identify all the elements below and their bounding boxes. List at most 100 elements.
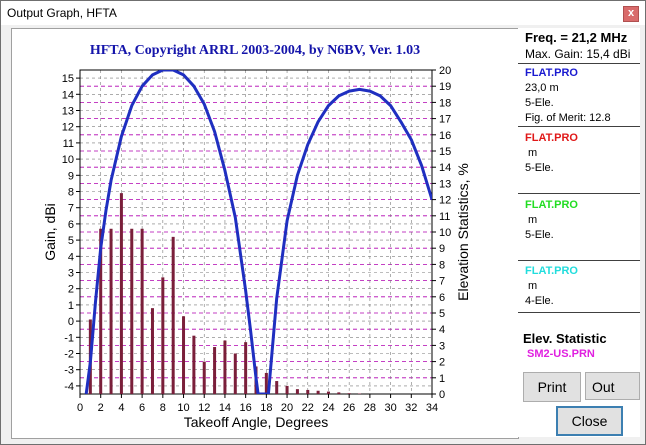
elevation-bar [264,372,268,394]
y2-tick-label: 4 [439,324,445,336]
divider [518,193,640,194]
y-tick-label: 10 [62,154,74,166]
window-close-icon[interactable]: x [623,6,639,22]
elevation-bar [202,361,206,394]
x-axis-label: Takeoff Angle, Degrees [184,414,329,430]
y-tick-label: 3 [68,268,74,280]
y-tick-label: -1 [64,332,74,344]
y-tick-label: -3 [64,365,74,377]
divider [518,260,640,261]
y2-axis-label: Elevation Statistics, % [455,163,471,301]
x-tick-label: 2 [98,402,104,414]
x-tick-label: 8 [160,402,166,414]
x-tick-label: 12 [198,402,210,414]
x-tick-label: 14 [219,402,231,414]
y2-tick-label: 1 [439,373,445,385]
entry-4-antenna: 4-Ele. [525,295,554,307]
y-tick-label: 13 [62,106,74,118]
elevation-bar [223,340,227,394]
y-tick-label: 2 [68,284,74,296]
elevation-bar [213,347,217,394]
y-tick-label: 0 [68,316,74,328]
y2-tick-label: 2 [439,357,445,369]
entry-3-name: FLAT.PRO [525,199,578,211]
x-tick-label: 10 [177,402,189,414]
elevation-bar [233,353,237,394]
y2-tick-label: 13 [439,178,451,190]
y-axis-label: Gain, dBi [42,203,58,261]
y-tick-label: 7 [68,203,74,215]
x-tick-label: 32 [405,402,417,414]
y-tick-label: 11 [63,138,74,150]
chart-title: HFTA, Copyright ARRL 2003-2004, by N6BV,… [90,43,420,58]
entry-3-height: m [525,214,538,226]
entry-4-height: m [525,280,538,292]
x-tick-label: 20 [281,402,293,414]
y-tick-label: 9 [68,170,74,182]
elevation-bar [275,381,279,394]
elevation-bar [119,193,123,394]
elevation-bar [285,385,289,394]
elevation-bar [326,391,330,394]
x-tick-label: 6 [139,402,145,414]
max-gain-label: Max. Gain: 15,4 dBi [525,47,631,61]
elevation-chart: HFTA, Copyright ARRL 2003-2004, by N6BV,… [42,43,471,430]
elevation-bar [140,228,144,394]
entry-1-merit: Fig. of Merit: 12.8 [525,112,611,124]
entry-3-antenna: 5-Ele. [525,229,554,241]
elevation-bar [316,390,320,394]
y2-tick-label: 12 [439,195,451,207]
x-tick-label: 26 [343,402,355,414]
y2-tick-label: 10 [439,227,451,239]
elevation-bar [306,389,310,394]
y2-tick-label: 17 [439,114,451,126]
divider [518,63,640,64]
elevation-bar [130,228,134,394]
y2-tick-label: 14 [439,162,451,174]
entry-1-height: 23,0 m [525,82,559,94]
divider [518,126,640,127]
y-tick-label: 12 [62,122,74,134]
x-tick-label: 0 [77,402,83,414]
out-file-button[interactable]: Out File [585,372,640,423]
x-tick-label: 30 [384,402,396,414]
close-button[interactable]: Close [556,406,623,436]
elevation-bar [244,342,248,394]
elevation-bar [192,335,196,394]
x-tick-label: 16 [240,402,252,414]
elevation-bar [109,228,113,394]
frequency-label: Freq. = 21,2 MHz [525,30,628,45]
gain-curve [84,70,432,394]
y-tick-label: 1 [68,300,74,312]
entry-4-name: FLAT.PRO [525,265,578,277]
elevation-bar [337,392,341,394]
x-tick-label: 34 [426,402,438,414]
elevation-bar [150,308,154,394]
graph-panel: HFTA, Copyright ARRL 2003-2004, by N6BV,… [11,28,519,439]
elevation-bar [295,389,299,394]
x-tick-label: 24 [322,402,334,414]
y2-tick-label: 20 [439,65,451,77]
elev-statistic-title: Elev. Statistic [523,331,607,346]
y2-tick-label: 15 [439,146,451,158]
y2-tick-label: 8 [439,259,445,271]
y-tick-label: 8 [68,187,74,199]
y-tick-label: 15 [62,73,74,85]
y-tick-label: 6 [68,219,74,231]
divider [518,312,640,313]
y2-tick-label: 18 [439,97,451,109]
entry-2-name: FLAT.PRO [525,132,578,144]
x-tick-label: 22 [302,402,314,414]
y-tick-label: 4 [68,251,74,263]
print-button[interactable]: Print [523,372,581,402]
window-title: Output Graph, HFTA [7,6,117,20]
y2-tick-label: 5 [439,308,445,320]
y-tick-label: -4 [64,381,74,393]
x-tick-label: 18 [260,402,272,414]
elevation-bar [358,393,362,395]
elevation-bar [99,228,103,394]
title-bar: Output Graph, HFTA x [1,1,645,25]
y2-tick-label: 7 [439,276,445,288]
y2-tick-label: 9 [439,243,445,255]
